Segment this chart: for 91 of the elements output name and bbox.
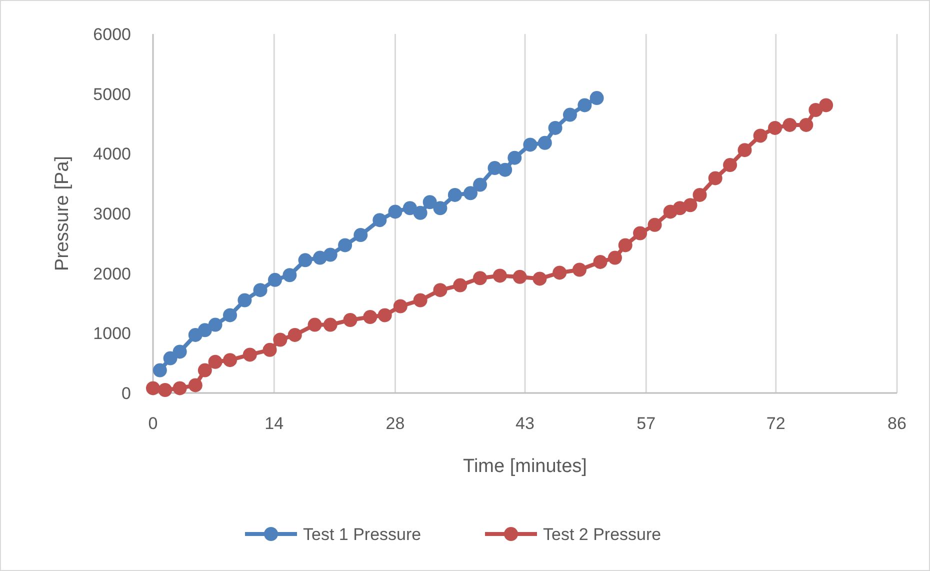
x-tick-label: 72	[766, 414, 786, 433]
point	[552, 266, 567, 280]
x-axis-title: Time [minutes]	[463, 456, 587, 477]
point	[172, 381, 187, 396]
point	[253, 283, 268, 298]
point	[393, 299, 408, 314]
y-tick-label: 0	[122, 384, 131, 403]
point	[572, 262, 586, 277]
point	[273, 332, 288, 347]
legend-label: Test 2 Pressure	[543, 525, 662, 544]
y-tick-label: 1000	[93, 324, 131, 344]
point	[532, 272, 547, 286]
x-tick-label: 28	[386, 414, 405, 433]
point	[402, 201, 417, 216]
point	[158, 383, 172, 398]
point	[548, 120, 562, 135]
point	[453, 278, 468, 292]
point	[692, 188, 707, 202]
point	[282, 268, 297, 282]
point	[378, 308, 392, 322]
point	[238, 293, 252, 308]
point	[608, 250, 622, 265]
point	[338, 238, 352, 252]
point	[433, 201, 448, 216]
point	[222, 308, 237, 322]
point	[413, 293, 428, 308]
y-axis-title: Pressure [Pa]	[52, 156, 73, 272]
x-tick-label: 86	[888, 414, 906, 433]
point	[268, 272, 282, 287]
point	[262, 342, 277, 357]
point	[799, 118, 814, 132]
point	[683, 198, 698, 212]
y-tick-label: 3000	[93, 204, 131, 224]
point	[242, 348, 257, 362]
point	[808, 102, 823, 117]
y-tick-label: 2000	[93, 264, 131, 284]
point	[473, 271, 488, 286]
point	[163, 351, 178, 366]
point	[298, 253, 312, 268]
point	[433, 283, 448, 298]
point	[633, 226, 648, 240]
point	[473, 178, 488, 192]
point	[508, 150, 522, 165]
point	[363, 310, 378, 324]
point	[422, 195, 437, 210]
y-tick-label: 4000	[93, 144, 131, 164]
point	[648, 218, 662, 232]
x-tick-label: 14	[264, 414, 284, 433]
point	[512, 270, 527, 284]
point	[372, 213, 387, 228]
point	[354, 228, 368, 242]
point	[753, 128, 768, 143]
point	[323, 318, 338, 332]
point	[538, 136, 552, 150]
point	[172, 344, 187, 359]
point	[768, 120, 782, 135]
point	[208, 354, 222, 369]
point	[308, 318, 322, 332]
y-tick-label: 5000	[93, 84, 131, 104]
point	[590, 91, 604, 106]
point	[222, 353, 237, 368]
y-tick-label: 6000	[93, 25, 131, 44]
point	[198, 363, 212, 378]
point	[288, 328, 302, 342]
point	[492, 268, 507, 283]
legend-label: Test 1 Pressure	[303, 525, 422, 544]
point	[578, 98, 592, 112]
point	[708, 171, 722, 186]
point	[593, 254, 608, 269]
point	[343, 313, 358, 328]
point	[188, 378, 202, 392]
point	[562, 108, 577, 122]
point	[448, 188, 462, 202]
x-tick-label: 57	[636, 414, 656, 433]
point	[618, 238, 632, 252]
x-tick-label: 0	[148, 414, 158, 433]
point	[146, 381, 160, 396]
point	[208, 318, 222, 332]
point	[413, 206, 428, 220]
point	[523, 138, 538, 152]
point	[723, 158, 738, 172]
point	[782, 118, 797, 132]
point	[498, 162, 512, 177]
point	[738, 143, 752, 158]
point	[819, 98, 834, 112]
point	[323, 248, 338, 262]
x-tick-label: 43	[516, 414, 534, 433]
point	[464, 186, 478, 200]
point	[152, 363, 167, 378]
point	[198, 323, 212, 338]
point	[388, 204, 402, 219]
